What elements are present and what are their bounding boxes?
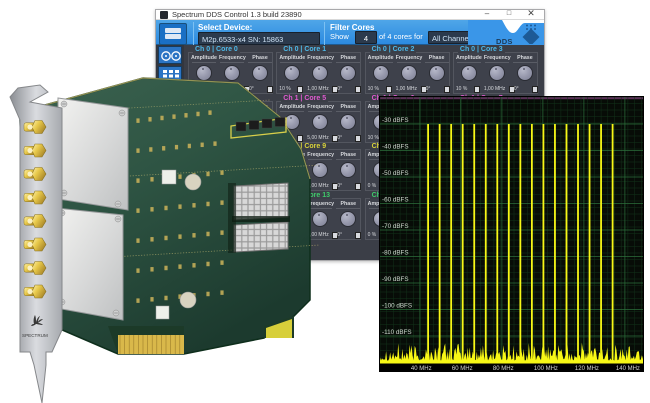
- svg-text:-30 dBFS: -30 dBFS: [382, 117, 409, 124]
- svg-text:-40 dBFS: -40 dBFS: [382, 144, 409, 151]
- svg-text:100 MHz: 100 MHz: [534, 366, 558, 372]
- svg-text:-50 dBFS: -50 dBFS: [382, 170, 409, 177]
- svg-text:120 MHz: 120 MHz: [575, 366, 599, 372]
- svg-text:-90 dBFS: -90 dBFS: [382, 276, 409, 283]
- svg-text:140 MHz: 140 MHz: [616, 366, 640, 372]
- svg-text:-100 dBFS: -100 dBFS: [382, 303, 412, 310]
- svg-text:SPECTRUM: SPECTRUM: [22, 333, 48, 338]
- svg-text:-80 dBFS: -80 dBFS: [382, 250, 409, 257]
- svg-text:40 MHz: 40 MHz: [411, 366, 432, 372]
- svg-text:60 MHz: 60 MHz: [452, 366, 473, 372]
- svg-text:-70 dBFS: -70 dBFS: [382, 223, 409, 230]
- svg-text:-60 dBFS: -60 dBFS: [382, 197, 409, 204]
- svg-text:80 MHz: 80 MHz: [493, 366, 514, 372]
- svg-text:-110 dBFS: -110 dBFS: [382, 329, 412, 336]
